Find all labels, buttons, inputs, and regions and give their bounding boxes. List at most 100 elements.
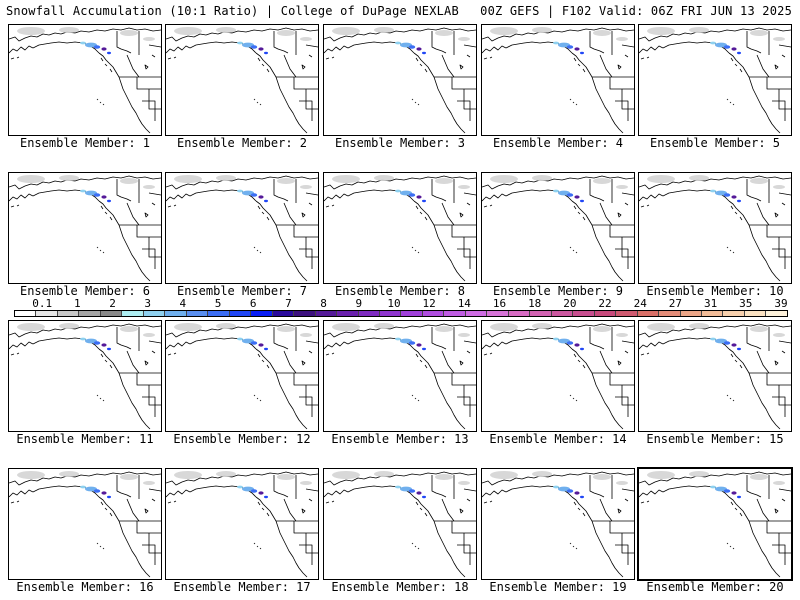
ensemble-member-label: Ensemble Member: 7 (176, 284, 308, 298)
north-pacific-map (9, 27, 161, 134)
north-pacific-map (482, 175, 634, 282)
north-pacific-map (9, 175, 161, 282)
colorbar-tick: 2 (109, 297, 116, 310)
colorbar-segment (465, 311, 488, 316)
ensemble-member-label: Ensemble Member: 4 (492, 136, 624, 150)
north-pacific-map (166, 175, 318, 282)
colorbar-segment (637, 311, 660, 316)
colorbar-segment (444, 311, 466, 316)
colorbar-tick: 18 (528, 297, 542, 310)
colorbar-segment (57, 311, 80, 316)
ensemble-member-label: Ensemble Member: 8 (334, 284, 466, 298)
ensemble-map-panel[interactable] (638, 24, 792, 136)
colorbar-segment (422, 311, 445, 316)
ensemble-map-panel[interactable] (8, 320, 162, 432)
page-title: Snowfall Accumulation (10:1 Ratio) | Col… (6, 4, 459, 18)
colorbar-tick: 0.1 (32, 297, 53, 310)
north-pacific-map (324, 323, 476, 430)
ensemble-member-label: Ensemble Member: 9 (492, 284, 624, 298)
ensemble-member-label: Ensemble Member: 2 (176, 136, 308, 150)
colorbar-segment (744, 311, 767, 316)
ensemble-member-label: Ensemble Member: 6 (19, 284, 151, 298)
ensemble-member-label: Ensemble Member: 5 (649, 136, 781, 150)
ensemble-map-panel[interactable] (481, 172, 635, 284)
colorbar-segment (680, 311, 702, 316)
colorbar-segment (659, 311, 681, 316)
ensemble-map-panel[interactable] (8, 24, 162, 136)
ensemble-map-panel[interactable] (8, 172, 162, 284)
north-pacific-map (166, 27, 318, 134)
colorbar-segment (573, 311, 595, 316)
colorbar-segment (79, 311, 101, 316)
ensemble-map-panel[interactable] (638, 172, 792, 284)
colorbar-segment (702, 311, 724, 316)
ensemble-map-panel[interactable] (323, 24, 477, 136)
colorbar-tick: 22 (598, 297, 612, 310)
north-pacific-map (324, 471, 476, 578)
ensemble-map-panel[interactable] (323, 468, 477, 580)
colorbar-segment (208, 311, 230, 316)
colorbar-segment (508, 311, 531, 316)
colorbar-segment (272, 311, 295, 316)
colorbar-tick: 31 (703, 297, 718, 310)
north-pacific-map (482, 471, 634, 578)
colorbar-segment (165, 311, 187, 316)
ensemble-member-label: Ensemble Member: 20 (646, 580, 784, 594)
colorbar-tick: 9 (355, 297, 363, 310)
ensemble-map-panel[interactable] (165, 320, 319, 432)
colorbar-segment (315, 311, 338, 316)
ensemble-map-panel[interactable] (8, 468, 162, 580)
model-run-info: 00Z GEFS | F102 Valid: 06Z FRI JUN 13 20… (480, 4, 792, 18)
north-pacific-map (324, 175, 476, 282)
ensemble-map-panel[interactable] (323, 172, 477, 284)
ensemble-member-label: Ensemble Member: 19 (489, 580, 627, 594)
colorbar-tick: 8 (320, 297, 327, 310)
ensemble-map-panel[interactable] (638, 320, 792, 432)
colorbar-tick: 35 (739, 297, 753, 310)
ensemble-map-panel[interactable] (165, 172, 319, 284)
colorbar-segment (551, 311, 574, 316)
colorbar-segment (379, 311, 402, 316)
colorbar-tick: 24 (633, 297, 647, 310)
north-pacific-map (166, 471, 318, 578)
colorbar-segment (401, 311, 423, 316)
north-pacific-map (639, 323, 791, 430)
ensemble-map-panel[interactable] (481, 320, 635, 432)
north-pacific-map (166, 323, 318, 430)
colorbar-tick: 3 (144, 297, 151, 310)
colorbar-tick: 5 (214, 297, 222, 310)
north-pacific-map (639, 175, 791, 282)
colorbar-segment (251, 311, 273, 316)
ensemble-map-panel[interactable] (481, 24, 635, 136)
ensemble-map-panel[interactable] (481, 468, 635, 580)
colorbar-tick: 12 (422, 297, 436, 310)
colorbar-tick: 20 (563, 297, 577, 310)
colorbar-segment (122, 311, 144, 316)
ensemble-member-label: Ensemble Member: 18 (331, 580, 469, 594)
ensemble-member-label: Ensemble Member: 10 (646, 284, 784, 298)
ensemble-map-panel[interactable] (323, 320, 477, 432)
ensemble-map-panel[interactable] (165, 24, 319, 136)
ensemble-member-label: Ensemble Member: 12 (173, 432, 311, 446)
north-pacific-map (9, 323, 161, 430)
north-pacific-map (9, 471, 161, 578)
colorbar-tick: 16 (492, 297, 507, 310)
north-pacific-map (482, 323, 634, 430)
north-pacific-map (639, 471, 791, 578)
colorbar-segment (186, 311, 209, 316)
colorbar-tick: 7 (285, 297, 292, 310)
colorbar-segment (487, 311, 509, 316)
ensemble-map-panel[interactable] (165, 468, 319, 580)
colorbar-segment (229, 311, 252, 316)
colorbar-segment (294, 311, 316, 316)
colorbar-tick: 1 (74, 297, 81, 310)
ensemble-map-panel[interactable] (637, 467, 793, 581)
colorbar-tick: 27 (668, 297, 683, 310)
ensemble-member-label: Ensemble Member: 14 (489, 432, 627, 446)
colorbar-segment (594, 311, 617, 316)
colorbar-segment (15, 311, 37, 316)
snowfall-colorbar (14, 310, 788, 317)
colorbar-segment (616, 311, 638, 316)
colorbar-segment (723, 311, 745, 316)
ensemble-member-label: Ensemble Member: 11 (16, 432, 154, 446)
